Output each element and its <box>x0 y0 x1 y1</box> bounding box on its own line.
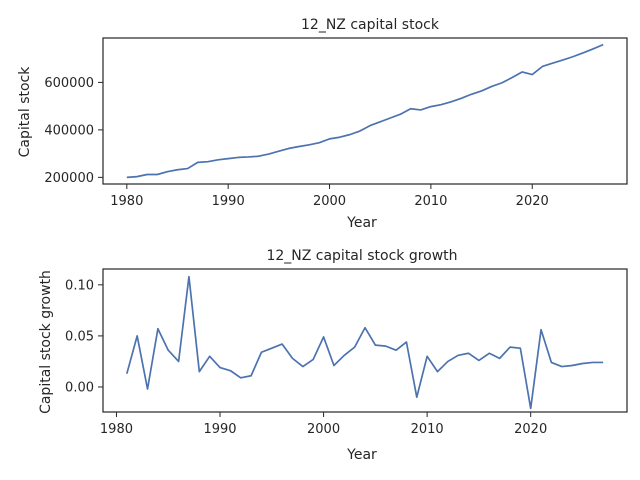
y-axis: 200000 400000 600000 <box>44 76 103 186</box>
x-tick-label: 2020 <box>516 194 549 209</box>
x-tick-label: 2000 <box>307 422 340 437</box>
x-axis-label: Year <box>346 215 377 231</box>
y-axis: 0.00 0.05 0.10 <box>65 278 103 395</box>
capital-stock-chart: 12_NZ capital stock 1980 1990 2000 2010 2020… <box>17 17 628 231</box>
y-tick-label: 600000 <box>44 76 94 91</box>
chart-title: 12_NZ capital stock <box>301 17 440 33</box>
y-tick-label: 0.05 <box>65 329 94 344</box>
x-tick-label: 1990 <box>203 422 236 437</box>
x-tick-label: 2000 <box>313 194 346 209</box>
y-axis-label: Capital stock <box>17 66 33 158</box>
y-tick-label: 0.00 <box>65 380 94 395</box>
x-axis: 1980 1990 2000 2010 2020 <box>100 412 547 437</box>
plot-frame <box>102 268 628 413</box>
x-axis: 1980 1990 2000 2010 2020 <box>110 184 549 209</box>
y-tick-label: 400000 <box>44 123 94 138</box>
capital-stock-growth-chart: 12_NZ capital stock growth 1980 1990 2000 2… <box>38 248 628 463</box>
series-line <box>126 43 604 179</box>
x-axis-label: Year <box>346 447 377 463</box>
x-tick-label: 2020 <box>514 422 547 437</box>
y-tick-label: 0.10 <box>65 278 94 293</box>
x-tick-label: 1980 <box>110 194 143 209</box>
plot-frame <box>102 37 628 185</box>
x-tick-label: 2010 <box>414 194 447 209</box>
x-tick-label: 2010 <box>411 422 444 437</box>
y-axis-label: Capital stock growth <box>38 270 54 414</box>
series-line <box>126 275 604 410</box>
chart-title: 12_NZ capital stock growth <box>266 248 457 264</box>
x-tick-label: 1990 <box>212 194 245 209</box>
x-tick-label: 1980 <box>100 422 133 437</box>
y-tick-label: 200000 <box>44 171 94 186</box>
